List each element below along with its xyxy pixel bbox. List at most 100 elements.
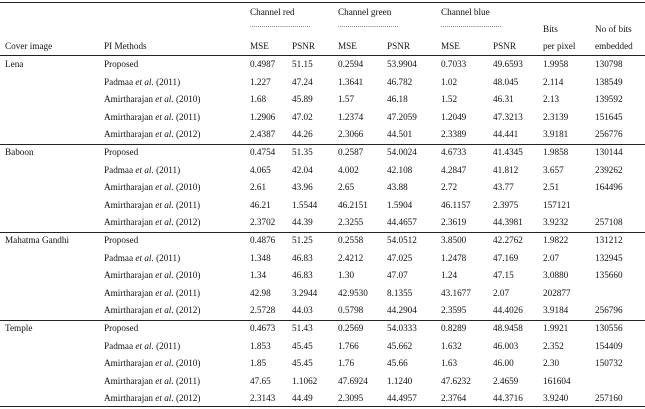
value-cell-b-psnr: 2.4659 — [493, 375, 519, 386]
value-cell-b-mse: 1.2049 — [441, 111, 467, 122]
value-cell-r-mse: 1.34 — [250, 270, 267, 281]
value-cell-b-psnr: 43.77 — [493, 182, 514, 193]
value-cell-bits: 132945 — [595, 252, 623, 263]
value-cell-r-mse: 42.98 — [250, 287, 271, 298]
value-cell-b-psnr: 44.3981 — [493, 217, 523, 228]
method-author: Proposed — [104, 59, 139, 69]
value-cell-r-psnr: 44.03 — [292, 305, 313, 316]
group-separator — [0, 144, 645, 145]
value-cell-b-mse: 1.24 — [441, 270, 458, 281]
method-year: (2011) — [173, 199, 201, 210]
value-cell-g-psnr: 54.0333 — [387, 323, 417, 333]
method-author: Amirtharajan — [104, 375, 156, 386]
value-cell-b-psnr: 44.441 — [493, 129, 519, 140]
value-cell-r-psnr: 47.02 — [292, 111, 313, 122]
header-red-psnr: PSNR — [292, 41, 315, 51]
value-cell-r-psnr: 51.43 — [292, 323, 313, 333]
method-author: Amirtharajan — [104, 94, 156, 105]
method-cell: Amirtharajan et al. (2012) — [104, 129, 200, 140]
value-cell-g-mse: 0.2558 — [338, 235, 364, 245]
value-cell-r-psnr: 46.83 — [292, 270, 313, 281]
value-cell-b-psnr: 42.2762 — [493, 235, 523, 245]
value-cell-r-psnr: 51.25 — [292, 235, 313, 245]
method-etal: et al. — [135, 164, 154, 175]
channel-green-dots: ............................... — [338, 21, 399, 29]
value-cell-bpp: 3.9232 — [543, 217, 569, 228]
value-cell-r-psnr: 45.89 — [292, 94, 313, 105]
value-cell-g-psnr: 1.5904 — [387, 199, 413, 210]
method-etal: et al. — [155, 270, 174, 281]
header-bottom-rule — [0, 55, 645, 56]
value-cell-bits: 135660 — [595, 270, 623, 281]
method-cell: Proposed — [104, 59, 138, 70]
value-cell-g-psnr: 54.0024 — [387, 147, 417, 157]
value-cell-g-psnr: 44.501 — [387, 129, 413, 140]
value-cell-r-mse: 2.5728 — [250, 305, 276, 316]
value-cell-b-mse: 2.3764 — [441, 393, 467, 404]
method-etal: et al. — [155, 217, 174, 228]
method-year: (2012) — [173, 305, 201, 316]
value-cell-r-psnr: 42.04 — [292, 164, 313, 175]
value-cell-r-psnr: 44.39 — [292, 217, 313, 228]
value-cell-r-mse: 1.853 — [250, 340, 271, 351]
value-cell-g-mse: 1.2374 — [338, 111, 364, 122]
value-cell-bits: 130144 — [595, 147, 623, 157]
method-year: (2011) — [153, 164, 181, 175]
value-cell-r-mse: 1.348 — [250, 252, 271, 263]
method-year: (2012) — [173, 217, 201, 228]
value-cell-g-psnr: 44.2904 — [387, 305, 417, 316]
value-cell-b-mse: 46.1157 — [441, 199, 471, 210]
method-year: (2011) — [153, 252, 181, 263]
value-cell-bpp: 1.9958 — [543, 59, 569, 69]
header-blue-psnr: PSNR — [493, 41, 516, 51]
value-cell-b-mse: 2.3619 — [441, 217, 467, 228]
method-author: Amirtharajan — [104, 217, 156, 228]
method-year: (2011) — [173, 287, 201, 298]
value-cell-g-psnr: 45.66 — [387, 358, 408, 369]
value-cell-bits: 139592 — [595, 94, 623, 105]
value-cell-r-mse: 2.61 — [250, 182, 267, 193]
value-cell-r-mse: 2.3702 — [250, 217, 276, 228]
value-cell-bits: 130798 — [595, 59, 623, 69]
value-cell-r-psnr: 3.2944 — [292, 287, 318, 298]
value-cell-bits: 256796 — [595, 305, 623, 316]
method-cell: Amirtharajan et al. (2012) — [104, 305, 200, 316]
header-bits-line2: per pixel — [543, 41, 576, 51]
value-cell-b-mse: 47.6232 — [441, 375, 471, 386]
value-cell-r-psnr: 1.5544 — [292, 199, 318, 210]
method-author: Proposed — [104, 235, 139, 245]
cover-image-cell: Temple — [5, 323, 33, 333]
header-red-mse: MSE — [250, 41, 269, 51]
table-top-rule — [0, 2, 645, 3]
value-cell-r-psnr: 45.45 — [292, 358, 313, 369]
value-cell-g-mse: 4.002 — [338, 164, 359, 175]
method-author: Amirtharajan — [104, 129, 156, 140]
method-etal: et al. — [155, 375, 174, 386]
value-cell-r-psnr: 1.1062 — [292, 375, 318, 386]
value-cell-g-psnr: 45.662 — [387, 340, 413, 351]
value-cell-r-mse: 0.4876 — [250, 235, 276, 245]
value-cell-bpp: 161604 — [543, 375, 571, 386]
method-cell: Amirtharajan et al. (2011) — [104, 288, 200, 299]
header-blue-mse: MSE — [441, 41, 460, 51]
value-cell-b-psnr: 41.4345 — [493, 147, 523, 157]
value-cell-g-psnr: 46.782 — [387, 76, 413, 87]
value-cell-r-psnr: 44.49 — [292, 393, 313, 404]
method-author: Amirtharajan — [104, 111, 156, 122]
value-cell-b-mse: 1.02 — [441, 76, 458, 87]
header-channel-blue: Channel blue — [441, 7, 490, 17]
value-cell-b-psnr: 44.4026 — [493, 305, 523, 316]
header-pi-methods: PI Methods — [104, 41, 147, 51]
value-cell-r-mse: 1.227 — [250, 76, 271, 87]
value-cell-r-mse: 0.4987 — [250, 59, 276, 69]
value-cell-bpp: 3.9184 — [543, 305, 569, 316]
value-cell-g-mse: 0.2569 — [338, 323, 364, 333]
method-cell: Padmaa et al. (2011) — [104, 165, 180, 176]
value-cell-g-psnr: 8.1355 — [387, 287, 413, 298]
method-year: (2011) — [173, 375, 201, 386]
value-cell-g-mse: 2.3255 — [338, 217, 364, 228]
value-cell-bpp: 1.9858 — [543, 147, 569, 157]
method-year: (2010) — [173, 182, 201, 193]
value-cell-bpp: 2.07 — [543, 252, 560, 263]
value-cell-g-psnr: 47.025 — [387, 252, 413, 263]
